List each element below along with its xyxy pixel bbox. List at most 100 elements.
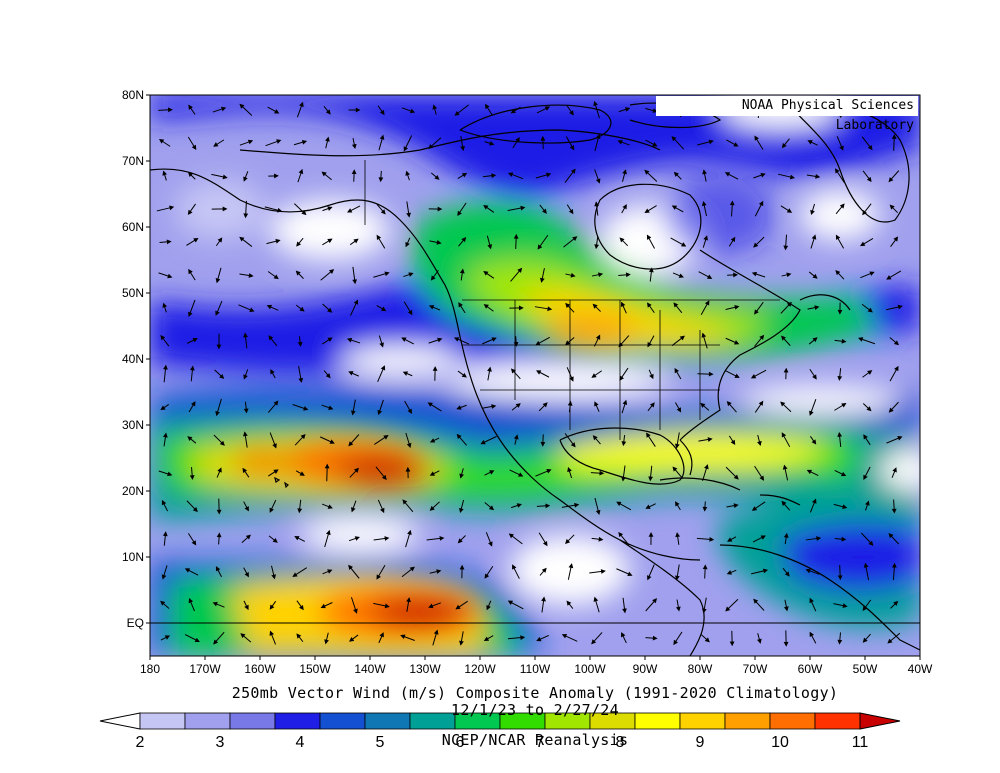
wind-arrow-head — [513, 233, 519, 239]
colorbar-label: 5 — [375, 734, 385, 751]
wind-arrow-head — [757, 638, 762, 644]
wind-arrow-head — [757, 440, 762, 447]
wind-arrow-head — [460, 145, 465, 152]
wind-arrow-head — [407, 309, 413, 316]
wind-arrow-head — [595, 334, 601, 340]
wind-arrow-head — [483, 271, 489, 276]
wind-arrow-head — [646, 432, 651, 438]
wind-arrow-head — [841, 403, 847, 408]
wind-arrow-head — [618, 342, 624, 348]
wind-arrow-head — [675, 501, 680, 507]
wind-arrow-head — [546, 172, 552, 178]
wind-arrow-head — [297, 508, 303, 514]
wind-arrow-head — [645, 504, 651, 509]
wind-arrow-head — [600, 569, 606, 574]
wind-arrow-head — [461, 172, 468, 178]
wind-arrow-head — [480, 439, 486, 445]
colorbar-label: 9 — [695, 734, 705, 751]
wind-arrow-head — [346, 337, 353, 343]
lat-label: 30N — [122, 418, 144, 432]
wind-arrow-head — [805, 568, 811, 574]
wind-arrow-head — [701, 608, 707, 614]
wind-arrow-head — [484, 573, 490, 579]
wind-arrow-head — [243, 332, 248, 338]
wind-arrow-head — [568, 209, 574, 215]
colorbar-max-arrow — [859, 712, 901, 730]
wind-arrow-head — [569, 376, 574, 382]
wind-arrow-head — [487, 366, 492, 372]
wind-arrow-head — [437, 206, 443, 212]
wind-arrow-head — [673, 302, 679, 308]
wind-arrow-head — [594, 401, 599, 407]
wind-arrow-head — [567, 400, 573, 406]
wind-arrow-head — [432, 104, 438, 110]
wind-arrow-head — [841, 536, 847, 542]
wind-arrow-head — [730, 439, 736, 446]
colorbar-label: 4 — [295, 734, 305, 751]
colorbar-label: 2 — [135, 734, 145, 751]
wind-arrow-head — [269, 630, 275, 636]
wind-arrow-head — [270, 369, 275, 375]
wind-arrow-head — [624, 107, 631, 112]
wind-arrow-head — [428, 305, 435, 310]
wind-arrow-head — [867, 370, 873, 375]
wind-arrow-head — [535, 340, 541, 346]
wind-arrow-head — [704, 300, 710, 306]
wind-arrow-head — [621, 476, 626, 482]
wind-arrow-head — [243, 408, 249, 414]
wind-arrow-head — [591, 373, 597, 378]
wind-arrow-head — [725, 606, 731, 612]
wind-arrow-head — [726, 401, 732, 407]
wind-arrow-head — [406, 212, 411, 218]
wind-arrow-head — [675, 606, 681, 612]
wind-arrow-head — [865, 500, 870, 506]
wind-arrow-head — [594, 201, 600, 207]
wind-arrow-head — [299, 306, 305, 312]
wind-arrow-head — [459, 640, 464, 646]
wind-arrow-head — [671, 205, 678, 210]
wind-arrow-head — [672, 466, 678, 472]
wind-arrow-head — [867, 144, 873, 151]
wind-arrow-head — [275, 238, 281, 244]
wind-arrow-head — [294, 536, 300, 541]
wind-arrow-head — [542, 540, 548, 547]
lon-label: 150W — [299, 662, 331, 676]
wind-arrow-head — [327, 307, 333, 313]
wind-arrow-head — [216, 344, 222, 350]
wind-arrow-head — [644, 208, 650, 213]
wind-arrow-head — [597, 272, 604, 278]
wind-arrow-head — [781, 335, 786, 341]
wind-arrow-head — [350, 410, 356, 416]
wind-arrow-head — [566, 600, 572, 606]
wind-arrow-head — [296, 241, 302, 247]
wind-arrow-head — [545, 503, 551, 509]
wind-arrow-head — [574, 502, 580, 508]
wind-arrow-head — [539, 277, 545, 283]
wind-arrow-head — [783, 532, 789, 538]
wind-arrow-head — [192, 338, 198, 343]
wind-arrow-head — [274, 109, 280, 114]
wind-arrow-head — [537, 244, 543, 250]
wind-arrow-head — [893, 236, 899, 242]
wind-arrow-head — [835, 270, 841, 276]
wind-arrow-head — [753, 598, 759, 604]
wind-arrow-head — [704, 464, 709, 470]
wind-arrow-head — [276, 139, 282, 144]
wind-arrow-head — [380, 209, 386, 215]
wind-arrow-head — [353, 299, 359, 305]
wind-arrow-head — [161, 499, 167, 506]
wind-arrow-head — [219, 440, 225, 446]
wind-arrow-head — [593, 596, 599, 602]
wind-arrow-head — [569, 145, 575, 151]
wind-arrow-head — [244, 604, 249, 611]
wind-arrow-head — [889, 204, 895, 210]
wind-arrow-head — [561, 634, 568, 639]
wind-arrow-head — [812, 337, 818, 343]
wind-arrow-head — [377, 409, 383, 416]
wind-arrow-head — [217, 467, 222, 473]
wind-arrow-head — [700, 402, 706, 408]
wind-arrow-head — [439, 536, 445, 541]
wind-arrow-head — [381, 306, 387, 312]
wind-arrow-head — [239, 236, 245, 242]
wind-arrow-head — [622, 204, 627, 210]
